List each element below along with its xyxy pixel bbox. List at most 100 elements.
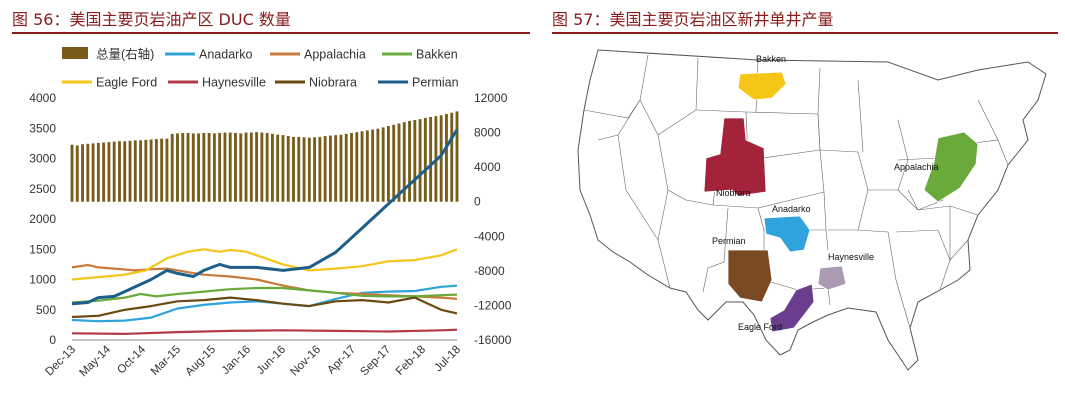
y-left-tick-label: 0 xyxy=(49,333,56,347)
bar-total xyxy=(323,136,327,202)
y-left-tick-label: 4000 xyxy=(29,91,56,105)
x-tick-label: Jan-16 xyxy=(220,344,253,377)
y-left-tick-label: 500 xyxy=(36,303,56,317)
right-title-rule xyxy=(552,32,1058,34)
left-title-rule xyxy=(12,32,530,34)
axis-tick-labels: 4000 3500 3000 2500 2000 1500 1000 500 0 12000 800… xyxy=(29,91,511,379)
bar-total xyxy=(165,138,169,202)
legend-label: Anadarko xyxy=(199,48,253,62)
x-tick-label: Aug-15 xyxy=(183,344,218,379)
y-right-tick-label: 12000 xyxy=(474,91,508,105)
bar-total xyxy=(376,128,380,202)
line-niobrara xyxy=(71,296,458,319)
bar-total xyxy=(286,136,290,202)
bar-total xyxy=(207,133,211,202)
bar-total xyxy=(191,133,195,202)
y-right-tick-label: -4000 xyxy=(474,229,505,243)
legend-label: Permian xyxy=(412,76,459,90)
legend-label: Niobrara xyxy=(309,76,357,90)
bar-total xyxy=(223,132,227,202)
bar-total xyxy=(149,139,153,202)
bar-total xyxy=(96,142,100,202)
bar-total xyxy=(445,113,448,202)
bar-total xyxy=(297,136,301,202)
bar-total xyxy=(139,140,142,202)
bar-total xyxy=(160,138,164,202)
region-label-appalachia: Appalachia xyxy=(894,162,939,172)
region-label-haynesville: Haynesville xyxy=(828,252,874,262)
bar-total xyxy=(270,133,274,202)
bar-total xyxy=(244,132,248,202)
region-label-anadarko: Anadarko xyxy=(772,204,811,214)
bar-total xyxy=(318,136,322,202)
legend-swatch-bar xyxy=(62,47,88,59)
y-right-tick-label: 0 xyxy=(474,195,481,209)
legend-label: Eagle Ford xyxy=(96,76,157,90)
bar-total xyxy=(334,135,338,202)
y-left-tick-label: 2500 xyxy=(29,182,56,196)
bar-total xyxy=(429,117,433,202)
bar-total xyxy=(102,142,106,202)
bar-total xyxy=(255,132,259,202)
bar-total xyxy=(302,137,306,202)
bar-total xyxy=(170,133,174,202)
us-shale-map: Bakken Niobrara Anadarko Permian Haynesville… xyxy=(577,49,1047,371)
bar-total xyxy=(450,112,454,202)
y-right-tick-label: 8000 xyxy=(474,126,501,140)
bar-total xyxy=(81,144,84,202)
bar-total xyxy=(355,132,359,202)
bar-total xyxy=(86,143,90,202)
bar-total xyxy=(107,142,111,202)
bar-total xyxy=(70,144,74,202)
y-left-tick-label: 1500 xyxy=(29,242,56,256)
bar-total xyxy=(439,115,443,202)
bar-total xyxy=(112,141,116,202)
bar-total xyxy=(339,134,343,202)
right-panel-title: 图 57：美国主要页岩油区新井单井产量 xyxy=(552,10,834,29)
bar-total xyxy=(313,137,317,202)
line-haynesville xyxy=(71,328,458,335)
y-left-tick-label: 3500 xyxy=(29,121,56,135)
line-appalachia xyxy=(71,263,458,300)
bar-total xyxy=(123,141,127,202)
region-haynesville xyxy=(817,265,847,291)
bar-total xyxy=(133,140,137,202)
bar-total xyxy=(186,133,190,202)
bar-total xyxy=(239,133,243,202)
region-label-bakken: Bakken xyxy=(756,54,786,64)
bar-total xyxy=(260,132,264,202)
region-eagle-ford xyxy=(769,283,815,333)
bar-total xyxy=(418,119,422,202)
bar-total xyxy=(397,123,401,202)
bar-total xyxy=(218,133,222,202)
region-bakken xyxy=(737,71,787,101)
bar-total xyxy=(365,130,369,202)
line-eagle-ford xyxy=(71,248,458,281)
region-appalachia xyxy=(923,131,979,203)
legend-label: Appalachia xyxy=(304,48,366,62)
bar-total xyxy=(228,132,232,202)
x-tick-label: Oct-14 xyxy=(115,343,148,376)
bar-total xyxy=(118,141,121,202)
bar-total xyxy=(234,133,237,202)
legend-label: Bakken xyxy=(416,48,458,62)
bar-series-total xyxy=(70,111,459,202)
bar-total xyxy=(423,117,427,202)
bar-total xyxy=(154,139,158,202)
x-tick-label: May-14 xyxy=(78,343,114,379)
region-label-niobrara: Niobrara xyxy=(716,188,751,198)
y-right-tick-label: 4000 xyxy=(474,160,501,174)
bar-total xyxy=(128,140,132,202)
line-bakken xyxy=(71,286,458,304)
bar-total xyxy=(212,133,216,202)
bar-total xyxy=(276,134,280,202)
y-right-tick-label: -12000 xyxy=(474,298,512,312)
bar-total xyxy=(91,143,95,202)
x-tick-label: Mar-15 xyxy=(149,344,183,378)
bar-total xyxy=(292,136,295,202)
y-left-tick-label: 3000 xyxy=(29,152,56,166)
region-niobrara xyxy=(703,117,767,197)
line-permian xyxy=(71,128,459,306)
x-tick-label: Dec-13 xyxy=(43,344,78,379)
x-tick-label: Nov-16 xyxy=(288,344,323,379)
